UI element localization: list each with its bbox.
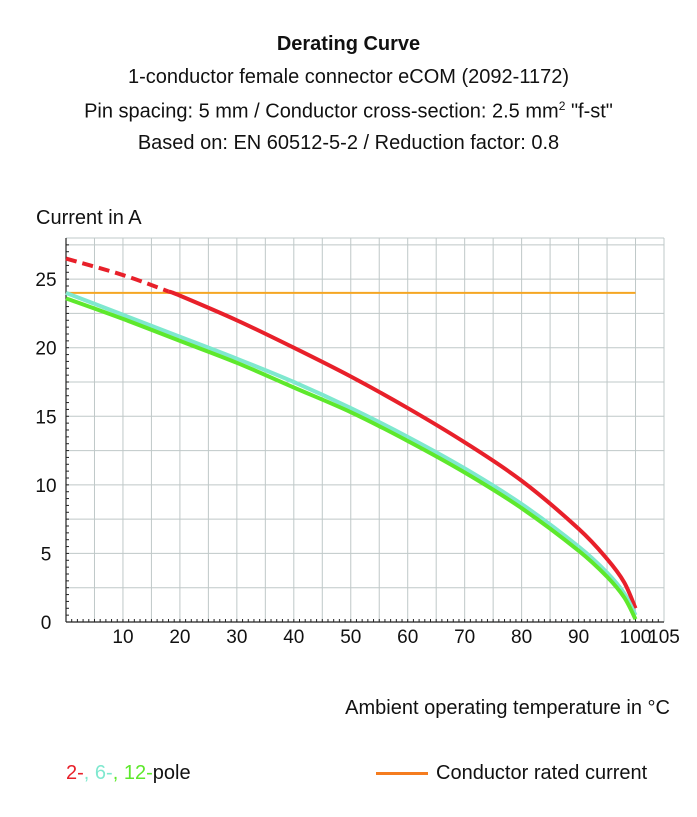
chart-subtitle-2: Pin spacing: 5 mm / Conductor cross-sect… [0,99,697,124]
legend-pole: 2-, 6-, 12-pole [66,762,191,785]
legend-sep-2: , [112,762,124,784]
y-axis-label: Current in A [36,207,142,229]
y-tick-label: 10 [35,476,56,497]
x-tick-label: 60 [397,627,418,648]
x-tick-label: 40 [283,627,304,648]
chart-subtitle-3: Based on: EN 60512-5-2 / Reduction facto… [137,132,560,154]
y-tick-label: 0 [41,613,52,634]
y-tick-label: 20 [35,339,56,360]
legend-sep-1: , [83,762,95,784]
x-tick-label: 105 [648,627,680,648]
legend-rated: Conductor rated current [376,762,647,785]
x-tick-label: 90 [568,627,589,648]
chart-subtitle-1: 1-conductor female connector eCOM (2092-… [128,66,569,88]
series-line-12-pole [65,296,638,621]
y-tick-label: 15 [35,407,56,428]
x-tick-label: 50 [340,627,361,648]
x-tick-label: 20 [169,627,190,648]
x-tick-label: 10 [112,627,133,648]
chart-subtitle-2-text: Pin spacing: 5 mm / Conductor cross-sect… [84,100,559,123]
series-line-2-pole [167,289,638,610]
x-axis-label: Ambient operating temperature in °C [345,697,670,719]
x-tick-label: 100 [620,627,652,648]
legend-pole-2: 2- [66,762,84,784]
legend-rated-line [376,772,428,776]
legend-pole-suffix: pole [152,762,191,784]
chart-title: Derating Curve [276,33,421,55]
chart-subtitle-2-superscript: 2 [558,99,566,113]
y-tick-label: 25 [35,270,56,291]
chart-subtitle-2-suffix: "f-st" [570,100,613,123]
x-tick-label: 30 [226,627,247,648]
y-tick-label: 5 [41,544,52,565]
legend-pole-6: 6- [94,762,113,784]
legend-rated-label: Conductor rated current [436,762,648,784]
series-line-6-pole [65,290,638,617]
x-tick-label: 80 [511,627,532,648]
x-tick-label: 70 [454,627,475,648]
series-line-2-pole-dashed [65,256,170,294]
legend-pole-12: 12- [123,762,153,784]
